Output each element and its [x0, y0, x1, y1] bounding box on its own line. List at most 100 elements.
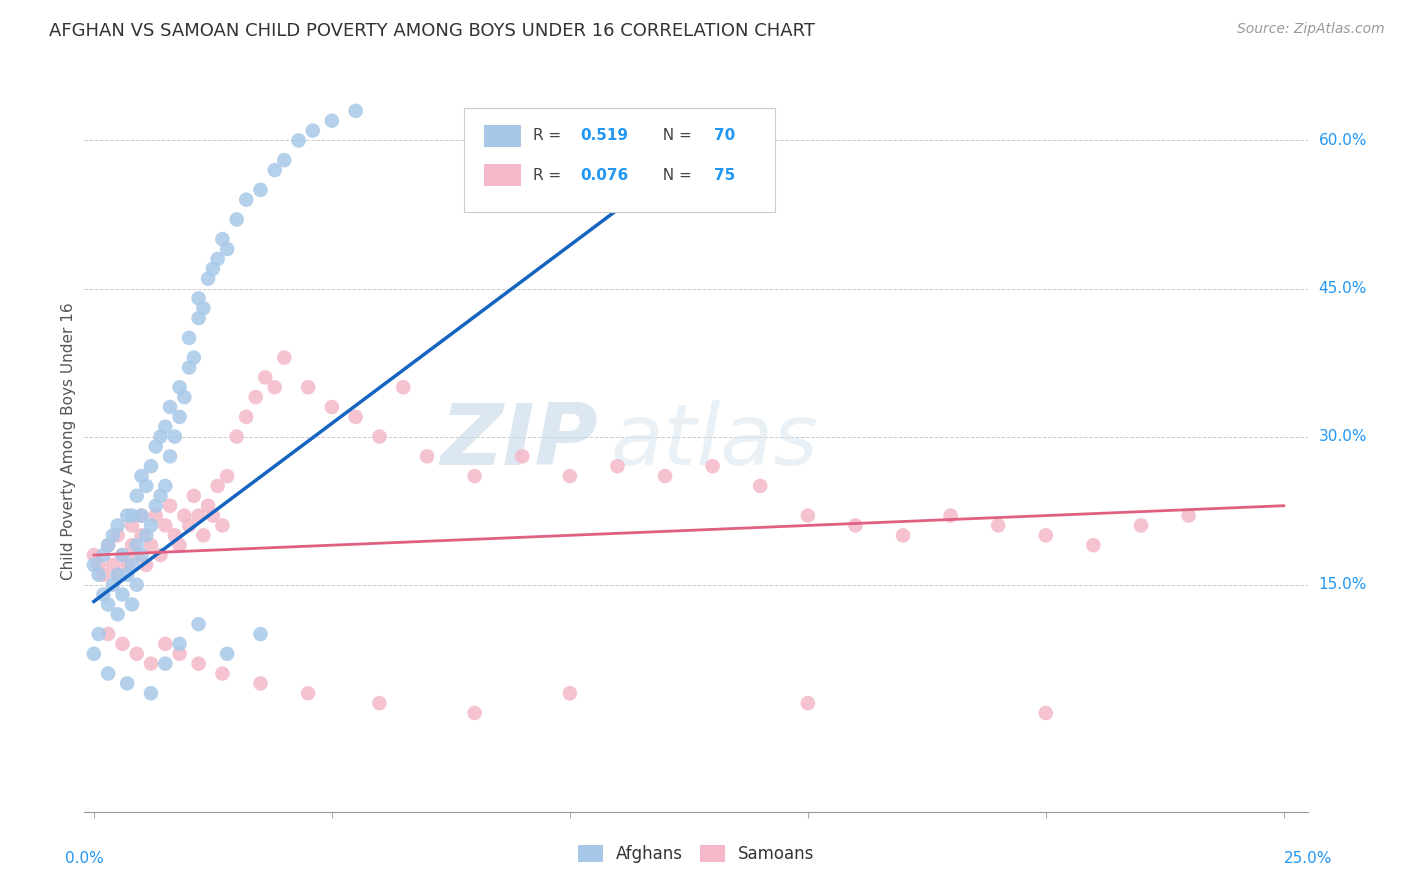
Point — [93, 548, 115, 562]
Text: 15.0%: 15.0% — [1319, 577, 1367, 592]
Text: 75: 75 — [714, 168, 735, 183]
Point — [93, 567, 115, 582]
Text: AFGHAN VS SAMOAN CHILD POVERTY AMONG BOYS UNDER 16 CORRELATION CHART: AFGHAN VS SAMOAN CHILD POVERTY AMONG BOY… — [49, 22, 815, 40]
Point — [169, 409, 191, 424]
Point — [177, 360, 200, 375]
Point — [139, 518, 162, 533]
Point — [121, 518, 143, 533]
Point — [177, 331, 200, 345]
Point — [1083, 538, 1105, 552]
Point — [187, 508, 209, 523]
Point — [183, 489, 205, 503]
Point — [115, 567, 138, 582]
Point — [217, 469, 239, 483]
Point — [155, 419, 177, 434]
Y-axis label: Child Poverty Among Boys Under 16: Child Poverty Among Boys Under 16 — [60, 302, 76, 581]
Point — [891, 528, 914, 542]
Point — [159, 450, 181, 464]
Point — [121, 538, 143, 552]
Point — [125, 577, 148, 591]
Point — [87, 558, 110, 572]
Point — [169, 538, 191, 552]
Point — [201, 508, 224, 523]
Point — [83, 558, 105, 572]
Text: 0.076: 0.076 — [579, 168, 628, 183]
Point — [1035, 706, 1057, 720]
Point — [145, 440, 167, 454]
Point — [139, 686, 162, 700]
Point — [344, 409, 367, 424]
Point — [749, 479, 772, 493]
Point — [193, 528, 215, 542]
Point — [245, 390, 267, 404]
FancyBboxPatch shape — [484, 164, 522, 186]
Point — [101, 558, 124, 572]
Point — [149, 429, 172, 443]
Text: 30.0%: 30.0% — [1319, 429, 1367, 444]
Point — [125, 538, 148, 552]
Point — [297, 380, 319, 394]
Point — [131, 508, 153, 523]
Point — [201, 261, 224, 276]
Point — [235, 409, 257, 424]
Point — [87, 567, 110, 582]
Point — [107, 567, 129, 582]
Point — [249, 183, 271, 197]
Point — [321, 400, 343, 414]
Text: 60.0%: 60.0% — [1319, 133, 1367, 148]
Text: N =: N = — [654, 168, 697, 183]
Point — [177, 518, 200, 533]
Point — [135, 558, 157, 572]
Point — [1177, 508, 1199, 523]
Point — [1130, 518, 1153, 533]
Point — [464, 469, 486, 483]
Point — [301, 123, 323, 137]
Point — [197, 499, 219, 513]
Point — [107, 518, 129, 533]
Point — [225, 212, 247, 227]
Point — [131, 508, 153, 523]
Point — [344, 103, 367, 118]
Point — [392, 380, 415, 394]
Point — [101, 577, 124, 591]
Point — [1035, 528, 1057, 542]
Point — [97, 598, 120, 612]
Text: R =: R = — [533, 168, 567, 183]
FancyBboxPatch shape — [464, 109, 776, 212]
Point — [155, 637, 177, 651]
Text: 0.519: 0.519 — [579, 128, 627, 144]
Point — [207, 479, 229, 493]
Point — [797, 508, 820, 523]
Point — [187, 657, 209, 671]
Text: atlas: atlas — [610, 400, 818, 483]
Point — [107, 528, 129, 542]
Point — [97, 538, 120, 552]
Point — [139, 657, 162, 671]
Point — [115, 558, 138, 572]
Point — [125, 548, 148, 562]
Point — [121, 508, 143, 523]
Text: 70: 70 — [714, 128, 735, 144]
Point — [702, 459, 724, 474]
Point — [107, 567, 129, 582]
Point — [169, 647, 191, 661]
Point — [797, 696, 820, 710]
Point — [155, 479, 177, 493]
FancyBboxPatch shape — [484, 125, 522, 147]
Point — [97, 666, 120, 681]
Point — [207, 252, 229, 266]
Point — [139, 459, 162, 474]
Point — [297, 686, 319, 700]
Point — [111, 637, 134, 651]
Point — [263, 163, 285, 178]
Point — [287, 133, 309, 147]
Point — [121, 558, 143, 572]
Point — [131, 469, 153, 483]
Point — [187, 617, 209, 632]
Point — [111, 548, 134, 562]
Point — [987, 518, 1010, 533]
Point — [249, 676, 271, 690]
Point — [235, 193, 257, 207]
Point — [263, 380, 285, 394]
Point — [416, 450, 439, 464]
